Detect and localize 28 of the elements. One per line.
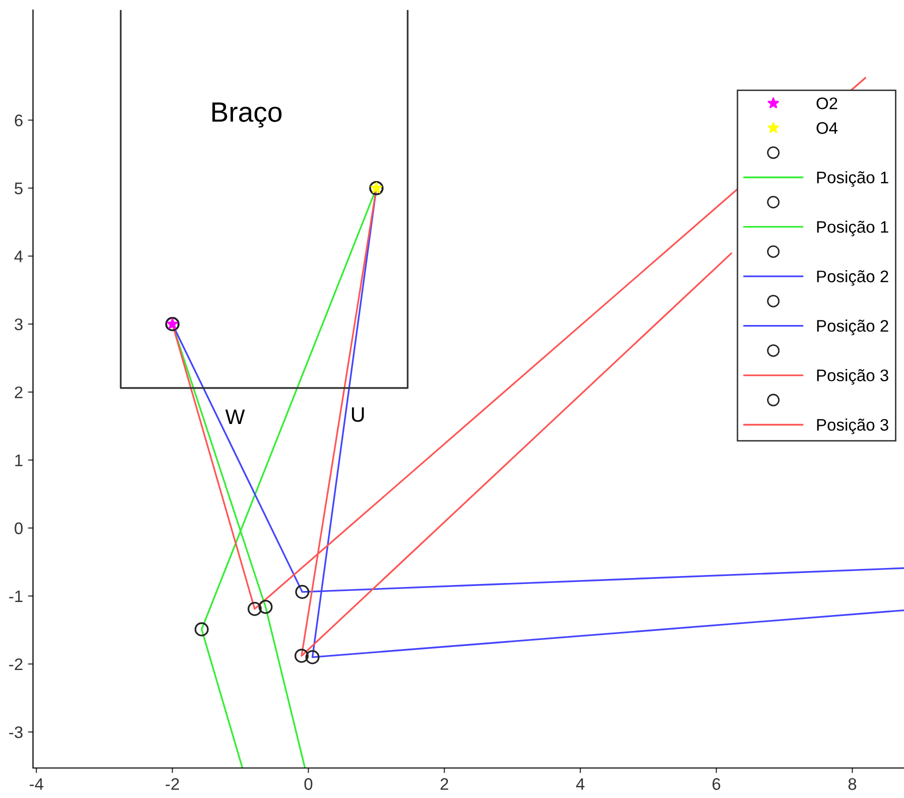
legend-label: Posição 2 [817, 270, 888, 286]
legend-label: Posição 1 [817, 171, 888, 187]
x-tick-label: 8 [848, 778, 856, 790]
y-tick-label: 2 [14, 386, 22, 398]
legend-label: Posição 1 [817, 220, 888, 236]
y-tick-label: 3 [14, 318, 23, 330]
x-tick-label: 6 [712, 778, 720, 790]
annotation: W [225, 410, 245, 424]
y-tick-label: -2 [9, 658, 22, 670]
annotation: U [352, 407, 364, 422]
x-tick-label: -2 [166, 778, 179, 790]
x-tick-label: 0 [304, 778, 312, 790]
x-tick-label: 2 [440, 778, 448, 790]
x-tick-label: 4 [576, 778, 584, 790]
x-tick-label: -4 [30, 778, 44, 790]
legend-label: Posição 2 [817, 320, 888, 336]
legend-label: Posição 3 [817, 418, 888, 434]
annotation: Braço [212, 102, 282, 128]
legend-label: O4 [816, 122, 838, 134]
y-tick-label: -1 [9, 590, 22, 602]
y-tick-label: 1 [15, 454, 22, 466]
y-tick-label: -3 [9, 726, 23, 738]
legend-label: O2 [816, 97, 838, 110]
y-tick-label: 0 [14, 522, 23, 534]
y-tick-label: 4 [14, 250, 23, 262]
legend-label: Posição 3 [817, 369, 888, 385]
y-tick-label: 6 [14, 114, 23, 126]
y-tick-label: 5 [14, 182, 23, 194]
